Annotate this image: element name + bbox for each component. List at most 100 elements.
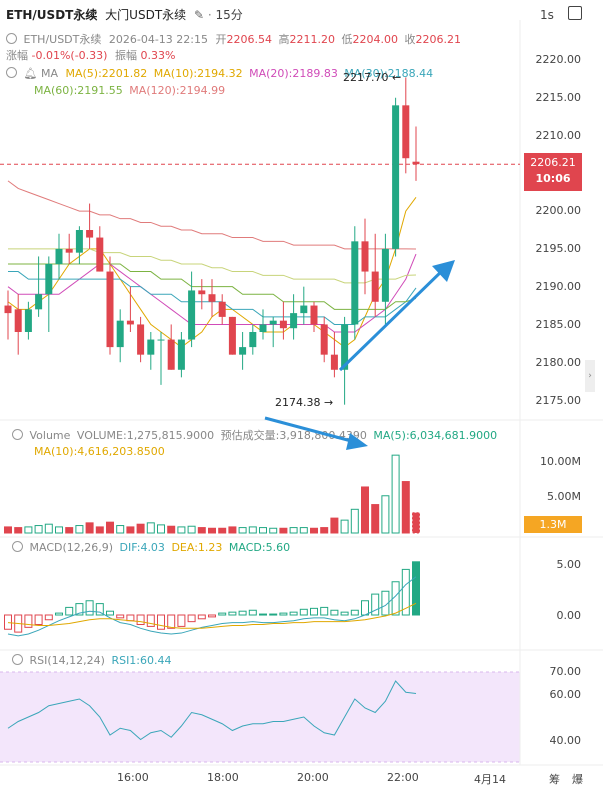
eye-icon[interactable] xyxy=(6,67,17,78)
liquidation-button[interactable]: 爆 xyxy=(572,773,583,786)
chips-button[interactable]: 筹 xyxy=(549,773,560,786)
macd-bar xyxy=(55,612,63,616)
scroll-right-icon[interactable]: › xyxy=(585,360,595,392)
candle-body xyxy=(14,309,22,332)
volume-ma5: MA(5):6,034,681.9000 xyxy=(373,429,498,442)
macd-dif: DIF:4.03 xyxy=(119,541,165,554)
macd-bar xyxy=(95,603,104,616)
macd-tick: 0.00 xyxy=(556,609,582,622)
candle-body xyxy=(412,161,420,165)
candle-body xyxy=(188,290,196,340)
ma60-value: MA(60):2191.55 xyxy=(34,84,123,97)
ma5-value: MA(5):2201.82 xyxy=(65,67,148,80)
candle-body xyxy=(86,230,94,238)
macd-legend: MACD(12,26,9) DIF:4.03 DEA:1.23 MACD:5.6… xyxy=(12,541,290,554)
eye-icon[interactable] xyxy=(6,33,17,44)
candle-body xyxy=(55,248,63,264)
current-price: 2206.21 xyxy=(530,156,576,169)
volume-arrow-line xyxy=(264,416,356,444)
time-tick: 18:00 xyxy=(207,771,239,784)
volume-bar xyxy=(269,527,278,534)
interval-selector[interactable]: 15分 xyxy=(215,8,243,22)
rsi1-value: RSI1:60.44 xyxy=(111,654,172,667)
price-tick: 2220.00 xyxy=(535,53,582,66)
volume-value: VOLUME:1,275,815.9000 xyxy=(76,429,215,442)
macd-bar xyxy=(4,614,12,630)
candle-body xyxy=(208,294,216,302)
rsi-tick: 40.00 xyxy=(549,734,582,747)
candle-body xyxy=(4,305,12,314)
high-label: 高 xyxy=(278,33,290,46)
symbol-title[interactable]: ETH/USDT永续 xyxy=(6,8,98,22)
macd-bar xyxy=(412,561,420,616)
macd-bar xyxy=(126,614,135,622)
volume-bar xyxy=(136,523,145,534)
volume-tick: 5.00M xyxy=(547,490,581,503)
candle-body xyxy=(351,241,359,325)
ma10-value: MA(10):2194.32 xyxy=(153,67,243,80)
volume-bar xyxy=(371,504,380,534)
header-bar: ETH/USDT永续 大门USDT永续 ✎ · 15分 xyxy=(6,8,243,22)
low-marker: 2174.38 → xyxy=(275,396,334,409)
volume-bar xyxy=(85,522,94,534)
volume-bar xyxy=(116,525,125,534)
rsi-band xyxy=(0,672,520,762)
candle-body xyxy=(228,316,236,355)
candle-body xyxy=(75,230,83,253)
macd-bar xyxy=(157,614,165,630)
ma-row-2: MA(60):2191.55 MA(120):2194.99 xyxy=(34,84,225,97)
candle-body xyxy=(402,105,410,159)
change-value: -0.01%(-0.33) xyxy=(31,49,108,62)
time-tick: 16:00 xyxy=(117,771,149,784)
eye-icon[interactable] xyxy=(12,541,23,552)
candle-body xyxy=(392,105,400,249)
candle-body xyxy=(310,305,318,325)
volume-current-badge: 1.3M xyxy=(524,516,582,533)
macd-bar xyxy=(289,611,298,616)
candle-body xyxy=(269,320,277,325)
volume-bar xyxy=(187,525,196,534)
ma-label: MA xyxy=(40,67,58,80)
price-tick: 2200.00 xyxy=(535,204,582,217)
macd-bar xyxy=(85,600,94,616)
candle-body xyxy=(106,271,114,348)
macd-value: MACD:5.60 xyxy=(228,541,291,554)
time-tick: 4月14 xyxy=(474,773,506,786)
volume-bar xyxy=(24,526,33,534)
candle-body xyxy=(157,339,165,341)
eye-icon[interactable] xyxy=(12,654,23,665)
volume-bar xyxy=(401,481,410,534)
macd-label: MACD(12,26,9) xyxy=(29,541,114,554)
high-value: 2211.20 xyxy=(289,33,336,46)
volume-arrow-head xyxy=(346,433,368,450)
volume-bar xyxy=(279,527,288,534)
macd-bar xyxy=(116,614,125,619)
bell-icon[interactable]: 🔔︎ xyxy=(23,67,38,80)
candle-body xyxy=(45,264,53,295)
macd-bar xyxy=(65,606,74,616)
change-label: 涨幅 xyxy=(6,49,28,62)
edit-icon[interactable]: ✎ xyxy=(193,8,205,22)
macd-tick: 5.00 xyxy=(556,558,582,571)
macd-bar xyxy=(310,607,318,616)
volume-bar xyxy=(177,526,186,534)
volume-bar xyxy=(44,523,53,534)
volume-bar xyxy=(350,508,359,534)
volume-legend: Volume VOLUME:1,275,815.9000 预估成交量:3,918… xyxy=(12,427,497,443)
ohlc-time: 2026-04-13 22:15 xyxy=(108,33,208,46)
rsi-label: RSI(14,12,24) xyxy=(29,654,105,667)
eye-icon[interactable] xyxy=(12,429,23,440)
macd-bar xyxy=(146,614,155,627)
amp-label: 振幅 xyxy=(114,49,137,62)
macd-bar xyxy=(44,614,53,621)
ma-row: 🔔︎ MA MA(5):2201.82 MA(10):2194.32 MA(20… xyxy=(6,67,433,80)
candle-body xyxy=(147,339,155,355)
fullscreen-icon[interactable] xyxy=(568,6,582,20)
macd-bar xyxy=(299,608,308,616)
macd-bar xyxy=(208,614,216,618)
volume-bar xyxy=(167,525,176,534)
volume-bar xyxy=(218,527,227,534)
interval-button[interactable]: 1s xyxy=(540,8,554,22)
high-marker: 2217.70 ← xyxy=(343,71,402,84)
